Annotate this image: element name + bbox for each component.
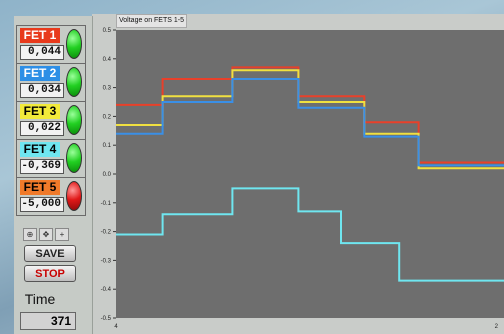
chart-title: Voltage on FETS 1-5 [116,14,187,28]
x-tick-label: 4 [114,324,118,330]
fet-indicator-4: FET 4 -0,369 [16,139,86,178]
fet-label: FET 5 [20,180,60,195]
fet-value: 0,022 [20,121,64,136]
fet-value: -5,000 [20,197,64,212]
status-led-icon [66,29,82,59]
fet-indicator-3: FET 3 0,022 [16,101,86,140]
fet-value: -0,369 [20,159,64,174]
y-tick-label: -0.1 [101,201,112,207]
y-tick-label: -0.4 [101,287,112,293]
series-line-4 [116,187,504,282]
fet-label: FET 1 [20,28,60,43]
fet-indicator-1: FET 1 0,044 [16,25,86,64]
fet-indicator-2: FET 2 0,034 [16,63,86,102]
y-tick-label: 0.4 [103,57,112,63]
status-led-icon [66,181,82,211]
fet-label: FET 3 [20,104,60,119]
y-tick-label: 0.0 [103,172,112,178]
fet-indicator-5: FET 5 -5,000 [16,177,86,216]
pan-icon[interactable]: ✥ [39,228,53,241]
time-label: Time [24,291,56,307]
y-tick-label: 0.5 [103,28,112,34]
fet-value: 0,034 [20,83,64,98]
zoom-icon[interactable]: ⊕ [23,228,37,241]
y-tick-label: 0.3 [103,86,112,92]
stop-button[interactable]: STOP [24,265,76,282]
cursor-icon[interactable]: + [55,228,69,241]
y-tick-label: 0.2 [103,114,112,120]
series-line-3 [116,78,504,167]
fet-value: 0,044 [20,45,64,60]
plot-area [116,30,504,318]
y-tick-label: -0.5 [101,316,112,322]
control-panel: FET 1 0,044 FET 2 0,034 FET 3 0,022 FET 4 -0,36… [14,16,93,334]
status-led-icon [66,143,82,173]
fet-label: FET 2 [20,66,60,81]
y-tick-label: 0.1 [103,143,112,149]
y-tick-label: -0.3 [101,258,112,264]
fet-label: FET 4 [20,142,60,157]
save-button[interactable]: SAVE [24,245,76,262]
y-tick-label: -0.2 [101,230,112,236]
x-tick-label: 2 [495,324,499,330]
time-value: 371 [20,312,76,330]
graph-tools[interactable]: ⊕ ✥ + [22,228,90,252]
status-led-icon [66,105,82,135]
status-led-icon [66,67,82,97]
